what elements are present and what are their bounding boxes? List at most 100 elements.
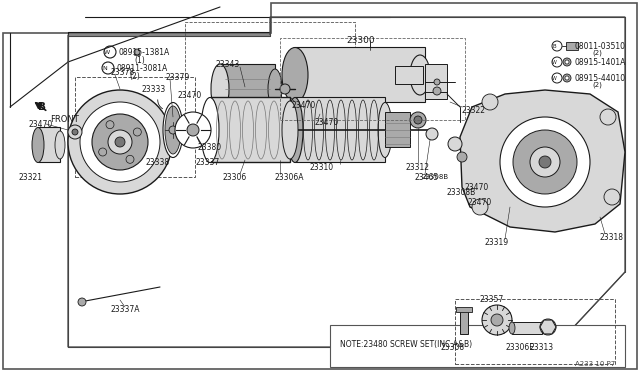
Circle shape	[563, 74, 571, 82]
Ellipse shape	[410, 55, 430, 95]
Text: 23470: 23470	[28, 119, 52, 128]
Bar	[295, 47, 425, 102]
Circle shape	[448, 137, 462, 151]
Bar	[210, 97, 290, 162]
Polygon shape	[460, 90, 625, 232]
Text: (2): (2)	[592, 82, 602, 88]
Text: 23306E: 23306E	[506, 343, 534, 352]
Text: 23465: 23465	[415, 173, 439, 182]
Circle shape	[540, 319, 556, 335]
Circle shape	[565, 60, 569, 64]
Bar	[456, 307, 472, 312]
Circle shape	[472, 199, 488, 215]
Text: 23337: 23337	[195, 157, 220, 167]
Circle shape	[169, 126, 177, 134]
Circle shape	[433, 87, 441, 95]
Ellipse shape	[282, 101, 298, 159]
Text: 23379: 23379	[165, 73, 189, 81]
Ellipse shape	[509, 322, 515, 334]
Ellipse shape	[211, 64, 229, 114]
Ellipse shape	[201, 97, 219, 163]
Text: 23308B: 23308B	[447, 187, 476, 196]
Text: 23313: 23313	[530, 343, 554, 352]
Ellipse shape	[268, 69, 282, 109]
Ellipse shape	[55, 131, 65, 159]
Circle shape	[68, 90, 172, 194]
Text: W: W	[104, 49, 110, 55]
Text: 23319: 23319	[485, 237, 509, 247]
Bar	[455, 299, 615, 364]
Text: 23337A: 23337A	[110, 305, 140, 314]
Bar	[220, 64, 275, 114]
Bar	[185, 22, 355, 122]
Bar	[566, 42, 578, 50]
Bar	[295, 97, 385, 162]
Text: A233 10 P7: A233 10 P7	[575, 361, 615, 367]
Ellipse shape	[32, 128, 44, 163]
Ellipse shape	[287, 97, 303, 163]
Circle shape	[126, 155, 134, 163]
Bar	[425, 64, 447, 99]
Circle shape	[600, 109, 616, 125]
Text: 23378: 23378	[110, 67, 134, 77]
Circle shape	[500, 117, 590, 207]
Circle shape	[530, 147, 560, 177]
Circle shape	[426, 128, 438, 140]
Text: N: N	[102, 65, 108, 71]
Text: 23470: 23470	[315, 118, 339, 126]
Text: 08915-1401A: 08915-1401A	[575, 58, 627, 67]
Text: 23318: 23318	[600, 232, 624, 241]
Ellipse shape	[165, 106, 181, 154]
Ellipse shape	[378, 103, 392, 157]
Circle shape	[134, 49, 140, 55]
Circle shape	[99, 148, 107, 156]
Circle shape	[175, 112, 211, 148]
Bar	[280, 38, 465, 120]
Circle shape	[563, 58, 571, 66]
Text: 23470: 23470	[468, 198, 492, 206]
Polygon shape	[3, 3, 637, 369]
Text: 23308B: 23308B	[421, 174, 449, 180]
Circle shape	[92, 114, 148, 170]
Text: 08911-3081A: 08911-3081A	[116, 64, 167, 73]
Text: 23470: 23470	[292, 100, 316, 109]
Text: (2): (2)	[130, 71, 140, 80]
Text: 08011-03510: 08011-03510	[575, 42, 626, 51]
Bar	[38, 127, 60, 162]
Circle shape	[410, 112, 426, 128]
Text: 23312: 23312	[406, 163, 430, 171]
Text: W: W	[552, 76, 556, 80]
Text: 23322: 23322	[462, 106, 486, 115]
Circle shape	[133, 128, 141, 136]
Circle shape	[482, 305, 512, 335]
Text: 08915-44010: 08915-44010	[575, 74, 626, 83]
Text: B: B	[38, 102, 46, 112]
Text: 23470: 23470	[465, 183, 489, 192]
Circle shape	[108, 130, 132, 154]
Circle shape	[539, 156, 551, 168]
Circle shape	[491, 314, 503, 326]
Circle shape	[482, 94, 498, 110]
Text: 23321: 23321	[18, 173, 42, 182]
Polygon shape	[540, 320, 556, 334]
Bar	[395, 66, 423, 84]
Text: (1): (1)	[134, 55, 145, 64]
Circle shape	[68, 125, 82, 139]
Text: 23343: 23343	[215, 60, 239, 68]
Text: 23306A: 23306A	[275, 173, 305, 182]
Text: 23470: 23470	[178, 90, 202, 99]
Circle shape	[115, 137, 125, 147]
Bar	[75, 77, 195, 177]
Text: 23380: 23380	[198, 142, 222, 151]
Text: NOTE:23480 SCREW SET(INC.A&B): NOTE:23480 SCREW SET(INC.A&B)	[340, 340, 472, 349]
Circle shape	[513, 130, 577, 194]
Circle shape	[414, 116, 422, 124]
Text: 23310: 23310	[310, 163, 334, 171]
Text: 08915-1381A: 08915-1381A	[118, 48, 169, 57]
Circle shape	[106, 121, 114, 129]
Circle shape	[434, 79, 440, 85]
Circle shape	[80, 102, 160, 182]
Text: 23333: 23333	[142, 84, 166, 93]
Text: FRONT: FRONT	[50, 115, 79, 124]
Circle shape	[72, 129, 78, 135]
